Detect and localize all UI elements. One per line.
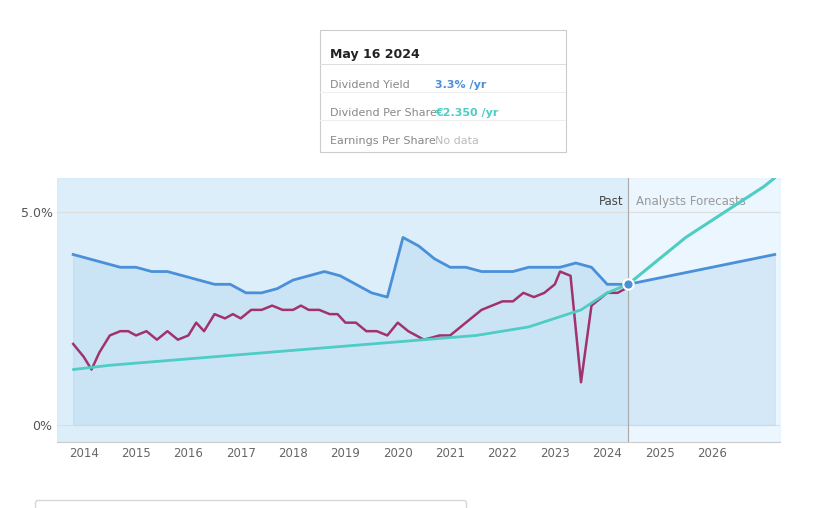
Text: No data: No data <box>435 136 479 146</box>
Text: Dividend Per Share: Dividend Per Share <box>330 108 437 118</box>
Text: 3.3% /yr: 3.3% /yr <box>435 80 487 90</box>
Legend: Dividend Yield, Dividend Per Share, Earnings Per Share: Dividend Yield, Dividend Per Share, Earn… <box>34 500 466 508</box>
Point <box>621 280 635 289</box>
Text: Analysts Forecasts: Analysts Forecasts <box>636 195 745 208</box>
Text: May 16 2024: May 16 2024 <box>330 48 420 61</box>
Point <box>621 280 635 289</box>
Text: €2.350 /yr: €2.350 /yr <box>435 108 498 118</box>
Text: Dividend Yield: Dividend Yield <box>330 80 410 90</box>
Text: Earnings Per Share: Earnings Per Share <box>330 136 436 146</box>
Text: Past: Past <box>599 195 624 208</box>
